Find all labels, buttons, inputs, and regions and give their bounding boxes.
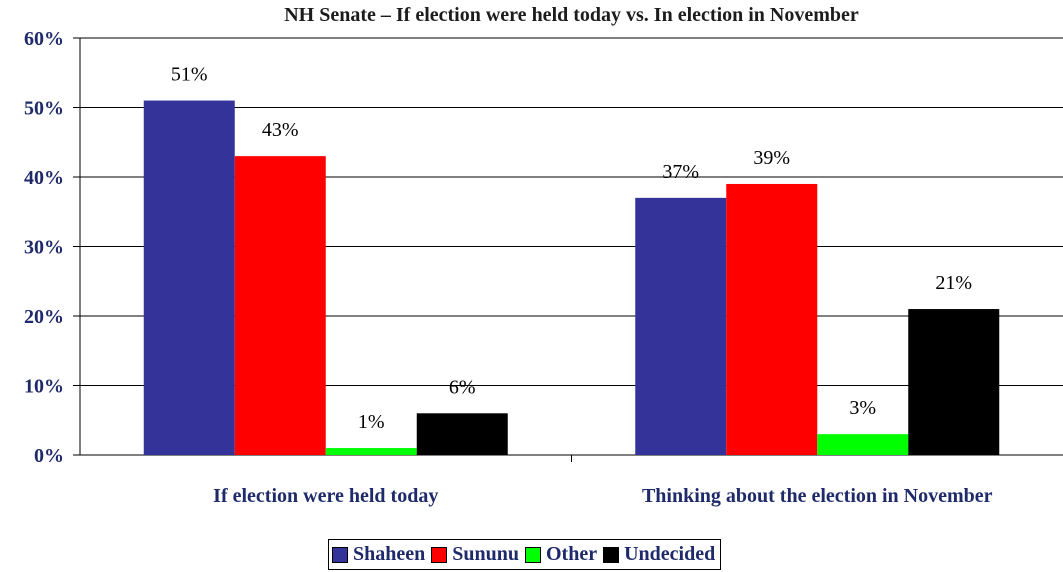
bar-undecided-0	[416, 413, 508, 455]
y-tick-label: 30%	[24, 237, 64, 259]
data-label: 6%	[449, 376, 476, 398]
bar-sununu-1	[726, 183, 818, 455]
y-tick-label: 40%	[24, 167, 64, 189]
bar-other-0	[325, 448, 417, 455]
legend-swatch	[332, 546, 348, 563]
legend-label: Undecided	[624, 543, 716, 565]
data-label: 37%	[662, 161, 699, 183]
y-tick-label: 60%	[24, 28, 64, 50]
legend-item-other: Other	[525, 543, 597, 566]
bar-sununu-0	[234, 156, 326, 455]
legend-item-undecided: Undecided	[603, 543, 715, 566]
legend-label: Sununu	[452, 543, 519, 565]
data-label: 39%	[753, 147, 790, 169]
y-tick-label: 20%	[24, 306, 64, 328]
data-label: 3%	[849, 397, 876, 419]
data-label: 43%	[262, 119, 299, 141]
legend-item-sununu: Sununu	[431, 543, 519, 566]
bar-other-1	[817, 434, 909, 455]
data-label: 1%	[358, 411, 385, 433]
y-tick-label: 0%	[34, 445, 64, 467]
bar-shaheen-1	[635, 197, 727, 455]
x-category-label: If election were held today	[213, 485, 438, 507]
data-label: 51%	[171, 64, 208, 86]
legend-swatch	[431, 546, 448, 563]
legend-swatch	[603, 546, 620, 563]
legend: Shaheen Sununu Other Undecided	[328, 539, 722, 570]
bar-shaheen-0	[143, 100, 235, 456]
data-label: 21%	[935, 272, 972, 294]
legend-item-shaheen: Shaheen	[332, 543, 425, 566]
x-category-label: Thinking about the election in November	[642, 485, 993, 507]
bar-undecided-1	[908, 309, 1000, 455]
legend-swatch	[525, 546, 541, 563]
y-tick-label: 10%	[24, 376, 64, 398]
y-tick-label: 50%	[24, 98, 64, 120]
chart-title: NH Senate – If election were held today …	[284, 4, 859, 26]
legend-label: Other	[546, 543, 598, 565]
legend-label: Shaheen	[353, 543, 426, 565]
